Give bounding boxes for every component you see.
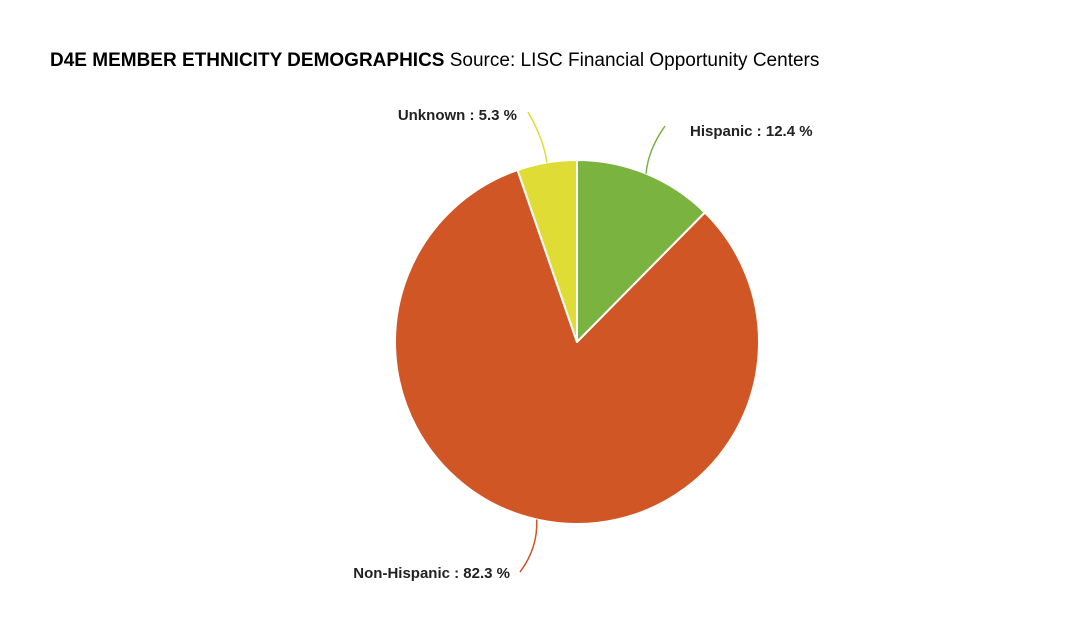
chart-title-main: D4E MEMBER ETHNICITY DEMOGRAPHICS — [50, 50, 445, 71]
pie-slice-hispanic — [576, 159, 706, 343]
leader-line-non-hispanic — [519, 519, 538, 573]
chart-title: D4E MEMBER ETHNICITY DEMOGRAPHICS Source… — [50, 50, 819, 72]
slice-label-non-hispanic: Non-Hispanic : 82.3 % — [353, 565, 510, 582]
slice-label-unknown: Unknown : 5.3 % — [398, 107, 517, 124]
pie-slice-unknown — [516, 159, 578, 343]
slice-label-hispanic: Hispanic : 12.4 % — [690, 123, 813, 140]
leader-line-unknown — [527, 111, 548, 163]
chart-title-source: Source: LISC Financial Opportunity Cente… — [449, 50, 820, 71]
leader-line-hispanic — [645, 125, 666, 174]
